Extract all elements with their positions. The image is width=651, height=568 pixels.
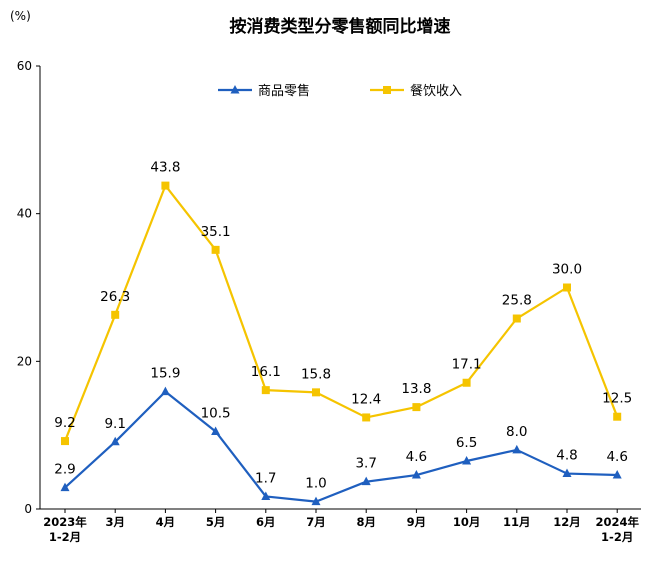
data-label: 13.8	[401, 381, 431, 397]
y-tick-label: 20	[17, 354, 32, 368]
data-point-marker	[512, 444, 522, 454]
data-label: 1.0	[305, 476, 326, 492]
x-tick-label: 4月	[156, 515, 176, 529]
data-point-marker	[211, 426, 221, 435]
data-label: 12.5	[602, 391, 632, 407]
x-tick-label: 8月	[356, 515, 376, 529]
data-point-marker	[211, 245, 220, 254]
data-label: 1.7	[255, 470, 276, 486]
y-tick-label: 0	[24, 502, 32, 516]
data-point-marker	[61, 437, 69, 446]
series-layer: 2.9 9.1 15.9 10.5 1.7 1.0 3.7 4.6 6.5 8.0 4.8 4.6 9.…	[54, 160, 632, 506]
data-label: 16.1	[251, 364, 281, 380]
series-line	[63, 184, 619, 442]
series-line	[64, 390, 618, 503]
data-label: 26.3	[100, 289, 130, 305]
data-point-marker	[562, 468, 572, 478]
data-label: 8.0	[506, 424, 527, 440]
data-point-marker	[462, 378, 471, 387]
data-label: 25.8	[502, 293, 532, 309]
chart-title: 按消费类型分零售额同比增速	[230, 16, 451, 37]
data-label: 9.1	[104, 416, 125, 432]
legend-item-catering-revenue: 餐饮收入	[370, 83, 462, 99]
data-label: 12.4	[351, 391, 381, 407]
legend-marker	[230, 85, 240, 94]
data-label: 17.1	[452, 357, 482, 373]
data-point-marker	[312, 388, 320, 397]
x-tick-label: 7月	[306, 515, 326, 529]
x-tick-label: 2023年 1-2月	[43, 515, 87, 544]
data-point-marker	[512, 314, 521, 323]
data-point-marker	[361, 476, 371, 486]
data-label: 35.1	[201, 224, 231, 240]
y-unit-label: (%)	[10, 9, 31, 23]
x-tick-label: 12月	[553, 515, 581, 529]
x-tick-label: 11月	[503, 515, 531, 529]
data-label: 9.2	[54, 415, 75, 431]
axes: 0 20 40 60 2023年 1-2月 3月 4月 5月 6月 7月 8月 9月 10月 11月 12月 2…	[17, 59, 641, 544]
series-goods-retail: 2.9 9.1 15.9 10.5 1.7 1.0 3.7 4.6 6.5 8.0 4.8 4.6	[54, 366, 628, 506]
x-tick-label: 9月	[407, 515, 427, 529]
y-tick-label: 60	[17, 59, 32, 73]
data-point-marker	[612, 470, 622, 479]
data-label: 43.8	[150, 160, 180, 176]
data-label: 15.8	[301, 366, 331, 382]
y-tick-label: 40	[17, 207, 32, 221]
data-point-marker	[111, 310, 120, 319]
legend-marker	[383, 86, 391, 94]
data-label: 30.0	[552, 262, 582, 278]
data-label: 2.9	[54, 462, 75, 478]
data-point-marker	[60, 482, 70, 492]
x-tick-label: 3月	[105, 515, 125, 529]
legend-item-goods-retail: 商品零售	[218, 83, 310, 99]
data-point-marker	[110, 436, 120, 446]
series-catering-revenue: 9.2 26.3 43.8 35.1 16.1 15.8 12.4 13.8 17.1 25.8 3…	[54, 160, 632, 446]
data-point-marker	[462, 456, 472, 465]
data-point-marker	[261, 491, 271, 500]
legend: 商品零售 餐饮收入	[218, 83, 462, 99]
x-tick-label: 5月	[206, 515, 226, 529]
x-tick-label: 6月	[256, 515, 276, 529]
data-label: 4.6	[406, 449, 427, 465]
data-point-marker	[613, 412, 622, 421]
data-point-marker	[261, 386, 270, 395]
data-label: 10.5	[201, 405, 231, 421]
x-tick-label: 10月	[453, 515, 481, 529]
data-label: 4.6	[606, 449, 627, 465]
data-point-marker	[362, 413, 371, 422]
data-label: 6.5	[456, 435, 477, 451]
legend-label: 商品零售	[258, 83, 310, 99]
data-point-marker	[161, 181, 170, 190]
data-label: 4.8	[556, 448, 577, 464]
data-label: 3.7	[355, 456, 376, 472]
data-point-marker	[563, 283, 571, 292]
data-point-marker	[412, 403, 421, 412]
data-point-marker	[160, 386, 170, 396]
data-point-marker	[411, 470, 421, 479]
x-tick-label: 2024年 1-2月	[595, 515, 639, 544]
legend-label: 餐饮收入	[410, 83, 462, 99]
data-label: 15.9	[150, 366, 180, 382]
data-point-marker	[311, 496, 321, 506]
